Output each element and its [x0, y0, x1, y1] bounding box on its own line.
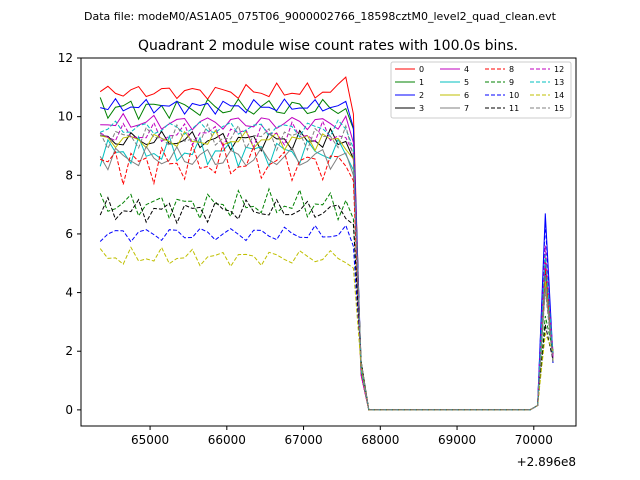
series-line-12 — [99, 119, 554, 411]
legend-label: 4 — [464, 65, 469, 74]
series-line-8 — [100, 141, 554, 411]
y-tick-label: 6 — [65, 227, 73, 241]
data-file-note: Data file: modeM0/AS1A05_075T06_90000027… — [84, 10, 557, 23]
legend-label: 11 — [509, 104, 519, 113]
legend-label: 15 — [554, 104, 564, 113]
series-line-0 — [99, 76, 554, 411]
legend-label: 6 — [464, 91, 469, 100]
x-offset-label: +2.896e8 — [517, 455, 576, 469]
legend-label: 10 — [509, 91, 519, 100]
x-tick-label: 67000 — [284, 433, 322, 447]
legend-label: 13 — [554, 78, 564, 87]
legend-box — [390, 61, 572, 119]
legend-label: 14 — [554, 91, 564, 100]
series-line-11 — [99, 196, 554, 411]
series-line-14 — [99, 246, 554, 411]
series-line-9 — [99, 187, 554, 411]
legend-label: 8 — [509, 65, 514, 74]
legend-label: 5 — [464, 78, 469, 87]
series-line-10 — [99, 222, 554, 411]
series-line-7 — [99, 145, 554, 411]
series-line-15 — [99, 122, 554, 411]
y-tick-label: 12 — [58, 51, 73, 65]
axes-frame — [80, 57, 577, 427]
legend-label: 9 — [509, 78, 514, 87]
legend-label: 3 — [419, 104, 424, 113]
series-line-3 — [100, 127, 554, 411]
x-tick-label: 66000 — [208, 433, 246, 447]
x-tick-label: 68000 — [361, 433, 399, 447]
x-tick-label: 65000 — [131, 433, 169, 447]
x-tick-label: 70000 — [515, 433, 553, 447]
legend-label: 7 — [464, 104, 469, 113]
x-tick-label: 69000 — [438, 433, 476, 447]
series-line-5 — [99, 134, 554, 411]
chart-title: Quadrant 2 module wise count rates with … — [138, 38, 518, 54]
y-tick-label: 8 — [65, 168, 73, 182]
y-tick-label: 10 — [58, 110, 73, 124]
legend-label: 2 — [419, 91, 424, 100]
y-tick-label: 4 — [65, 286, 73, 300]
y-axis: 0 2 4 6 8 10 12 — [58, 51, 81, 417]
plot-area — [99, 76, 554, 411]
series-line-13 — [100, 119, 554, 411]
legend-label: 12 — [554, 65, 564, 74]
legend-label: 1 — [419, 78, 424, 87]
legend-label: 0 — [419, 65, 424, 74]
series-line-6 — [100, 129, 554, 411]
x-axis: 65000 66000 67000 68000 69000 70000 — [131, 426, 553, 447]
y-tick-label: 2 — [65, 344, 73, 358]
y-tick-label: 0 — [65, 403, 73, 417]
